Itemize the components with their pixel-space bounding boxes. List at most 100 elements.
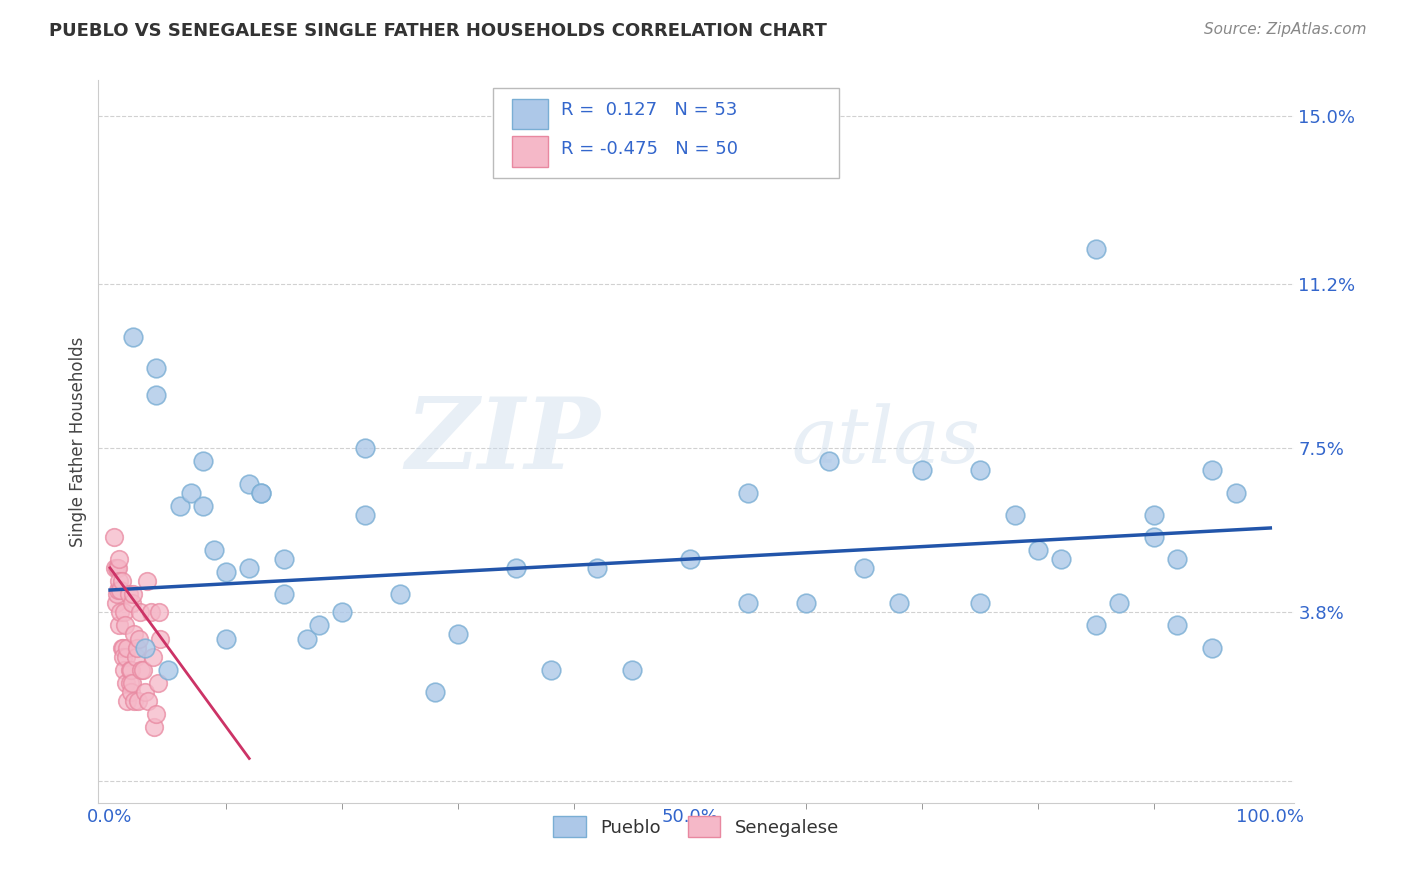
- Point: [105, 587, 128, 601]
- Point: [125, 640, 148, 655]
- Point: [238, 476, 260, 491]
- Point: [911, 463, 934, 477]
- FancyBboxPatch shape: [494, 87, 839, 178]
- FancyBboxPatch shape: [512, 99, 548, 129]
- Point: [180, 485, 202, 500]
- Text: ZIP: ZIP: [405, 393, 600, 490]
- Point: [108, 574, 131, 589]
- Text: R = -0.475   N = 50: R = -0.475 N = 50: [561, 140, 738, 158]
- Point: [969, 596, 991, 610]
- FancyBboxPatch shape: [512, 136, 548, 167]
- Point: [308, 618, 330, 632]
- Point: [122, 330, 145, 344]
- Point: [297, 632, 319, 646]
- Point: [143, 721, 166, 735]
- Point: [103, 530, 125, 544]
- Point: [423, 685, 446, 699]
- Point: [215, 566, 238, 580]
- Point: [887, 596, 910, 610]
- Point: [273, 587, 295, 601]
- Point: [111, 640, 134, 655]
- Point: [108, 618, 131, 632]
- Point: [1026, 543, 1049, 558]
- Point: [1085, 242, 1108, 256]
- Text: PUEBLO VS SENEGALESE SINGLE FATHER HOUSEHOLDS CORRELATION CHART: PUEBLO VS SENEGALESE SINGLE FATHER HOUSE…: [49, 22, 827, 40]
- Point: [330, 605, 353, 619]
- Point: [737, 485, 759, 500]
- Point: [1108, 596, 1130, 610]
- Point: [1166, 618, 1188, 632]
- Point: [115, 649, 138, 664]
- Point: [1004, 508, 1026, 522]
- Point: [129, 605, 152, 619]
- Point: [1143, 530, 1166, 544]
- Point: [1225, 485, 1247, 500]
- Point: [389, 587, 412, 601]
- Point: [117, 640, 139, 655]
- Text: Source: ZipAtlas.com: Source: ZipAtlas.com: [1204, 22, 1367, 37]
- Point: [104, 561, 127, 575]
- Point: [169, 499, 191, 513]
- Point: [586, 561, 609, 575]
- Point: [679, 552, 702, 566]
- Point: [142, 649, 165, 664]
- Point: [204, 543, 226, 558]
- Point: [354, 441, 377, 455]
- Point: [853, 561, 876, 575]
- Point: [145, 361, 167, 376]
- Y-axis label: Single Father Households: Single Father Households: [69, 336, 87, 547]
- Point: [131, 663, 153, 677]
- Point: [540, 663, 562, 677]
- Text: atlas: atlas: [792, 403, 980, 480]
- Point: [148, 605, 170, 619]
- Point: [121, 596, 143, 610]
- Text: R =  0.127   N = 53: R = 0.127 N = 53: [561, 101, 737, 120]
- Point: [120, 685, 142, 699]
- Point: [238, 561, 260, 575]
- Point: [273, 552, 295, 566]
- Point: [105, 561, 128, 575]
- Point: [111, 574, 134, 589]
- Point: [1050, 552, 1073, 566]
- Point: [124, 694, 146, 708]
- Point: [128, 632, 150, 646]
- Point: [107, 561, 129, 575]
- Point: [818, 454, 841, 468]
- Legend: Pueblo, Senegalese: Pueblo, Senegalese: [546, 809, 846, 845]
- Point: [1085, 618, 1108, 632]
- Point: [737, 596, 759, 610]
- Point: [145, 388, 167, 402]
- Point: [191, 454, 214, 468]
- Point: [115, 676, 138, 690]
- Point: [131, 663, 153, 677]
- Point: [111, 640, 134, 655]
- Point: [250, 485, 273, 500]
- Point: [134, 640, 156, 655]
- Point: [124, 649, 146, 664]
- Point: [157, 663, 180, 677]
- Point: [112, 605, 135, 619]
- Point: [1143, 508, 1166, 522]
- Point: [134, 685, 156, 699]
- Point: [110, 605, 132, 619]
- Point: [250, 485, 273, 500]
- Point: [1201, 640, 1223, 655]
- Point: [117, 694, 139, 708]
- Point: [447, 627, 470, 641]
- Point: [114, 618, 136, 632]
- Point: [354, 508, 377, 522]
- Point: [146, 676, 169, 690]
- Point: [621, 663, 644, 677]
- Point: [505, 561, 527, 575]
- Point: [191, 499, 214, 513]
- Point: [1201, 463, 1223, 477]
- Point: [794, 596, 817, 610]
- Point: [107, 582, 129, 597]
- Point: [117, 587, 139, 601]
- Point: [127, 694, 149, 708]
- Point: [969, 463, 991, 477]
- Point: [120, 663, 142, 677]
- Point: [139, 605, 162, 619]
- Point: [121, 676, 143, 690]
- Point: [215, 632, 238, 646]
